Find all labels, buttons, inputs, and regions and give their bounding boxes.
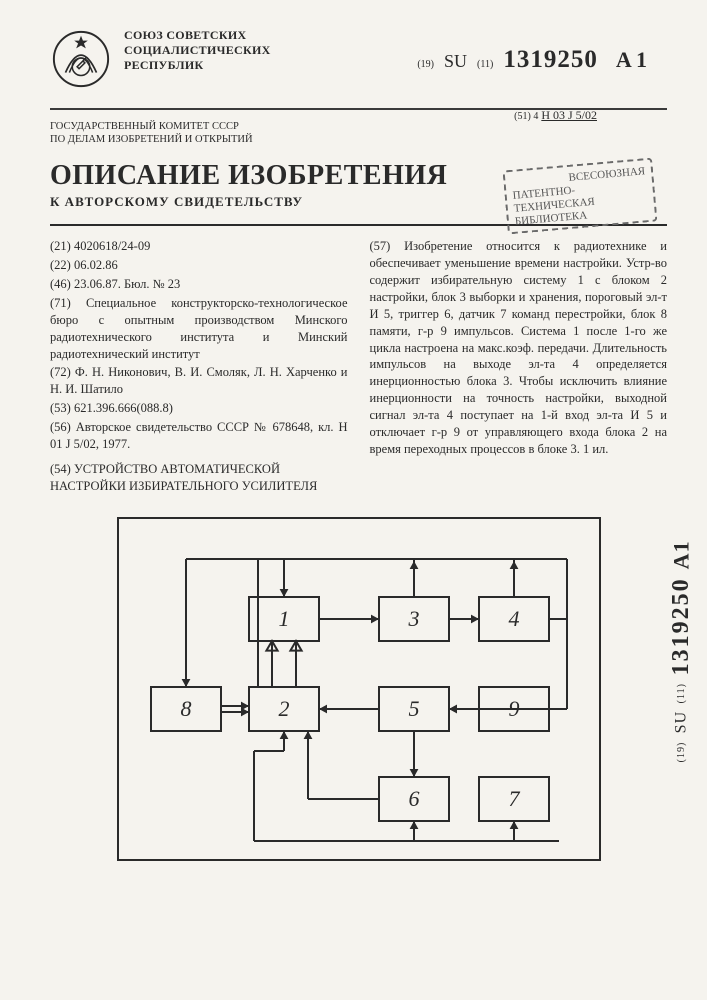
svg-text:6: 6 bbox=[408, 786, 419, 811]
biblio-left: (21) 4020618/24-09 (22) 06.02.86 (46) 23… bbox=[50, 238, 348, 494]
svg-text:2: 2 bbox=[278, 696, 289, 721]
svg-text:8: 8 bbox=[180, 696, 191, 721]
pub-mid: (11) bbox=[477, 59, 493, 70]
svg-text:3: 3 bbox=[407, 606, 419, 631]
side-prefix: (19) bbox=[676, 742, 687, 763]
svg-text:1: 1 bbox=[278, 606, 289, 631]
side-country: SU bbox=[673, 711, 691, 733]
header-union-text: СОЮЗ СОВЕТСКИХ СОЦИАЛИСТИЧЕСКИХ РЕСПУБЛИ… bbox=[124, 28, 271, 73]
ipc-classifier: (51) 4 H 03 J 5/02 bbox=[514, 108, 597, 123]
svg-text:4: 4 bbox=[508, 606, 519, 631]
pub-prefix: (19) bbox=[417, 59, 434, 70]
svg-text:7: 7 bbox=[508, 786, 520, 811]
ipc-code: H 03 J 5/02 bbox=[541, 108, 597, 122]
pub-kind: A 1 bbox=[616, 47, 647, 73]
union-label: СОЮЗ СОВЕТСКИХ СОЦИАЛИСТИЧЕСКИХ РЕСПУБЛИ… bbox=[124, 28, 271, 73]
page: СОЮЗ СОВЕТСКИХ СОЦИАЛИСТИЧЕСКИХ РЕСПУБЛИ… bbox=[0, 0, 707, 1000]
field-21: (21) 4020618/24-09 bbox=[50, 238, 348, 255]
field-53: (53) 621.396.666(088.8) bbox=[50, 400, 348, 417]
side-mid: (11) bbox=[676, 683, 687, 703]
ipc-prefix: (51) 4 bbox=[514, 111, 538, 122]
field-57: (57) Изобретение относится к радиотехник… bbox=[370, 238, 668, 457]
diagram-svg: 134825967 bbox=[119, 519, 599, 859]
biblio-right: (57) Изобретение относится к радиотехник… bbox=[370, 238, 668, 494]
field-46: (46) 23.06.87. Бюл. № 23 bbox=[50, 276, 348, 293]
side-publication-code: (19) SU (11) 1319250 A1 bbox=[668, 540, 695, 762]
komitet-label: ГОСУДАРСТВЕННЫЙ КОМИТЕТ СССР ПО ДЕЛАМ ИЗ… bbox=[50, 120, 667, 146]
field-54: (54) УСТРОЙСТВО АВТОМАТИЧЕСКОЙ НАСТРОЙКИ… bbox=[50, 461, 348, 495]
pub-number: 1319250 bbox=[503, 46, 598, 74]
side-kind: A1 bbox=[669, 540, 695, 569]
field-72: (72) Ф. Н. Никонович, В. И. Смоляк, Л. Н… bbox=[50, 364, 348, 398]
ussr-emblem-icon bbox=[50, 28, 112, 90]
field-71: (71) Специальное конструкторско-технолог… bbox=[50, 295, 348, 363]
publication-code: (19) SU (11) 1319250 A 1 bbox=[417, 46, 647, 74]
svg-text:5: 5 bbox=[408, 696, 419, 721]
field-56: (56) Авторское свидетельство СССР № 6786… bbox=[50, 419, 348, 453]
pub-country: SU bbox=[444, 51, 467, 72]
block-diagram: 134825967 bbox=[117, 517, 601, 861]
biblio-columns: (21) 4020618/24-09 (22) 06.02.86 (46) 23… bbox=[50, 238, 667, 494]
library-stamp: ВСЕСОЮЗНАЯ ПАТЕНТНО- ТЕХНИЧЕСКАЯ БИБЛИОТ… bbox=[502, 158, 657, 235]
side-number: 1319250 bbox=[668, 577, 695, 675]
field-22: (22) 06.02.86 bbox=[50, 257, 348, 274]
